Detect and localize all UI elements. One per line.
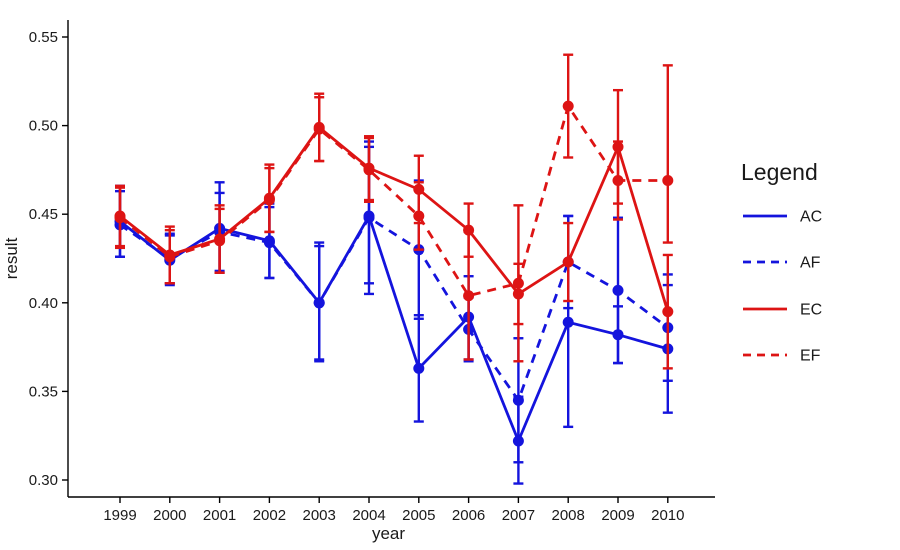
x-axis-title: year xyxy=(372,524,405,543)
y-tick-label: 0.45 xyxy=(29,206,58,223)
data-point xyxy=(512,277,524,289)
x-tick-label: 1999 xyxy=(103,507,136,524)
data-point xyxy=(612,284,624,296)
legend-label: EF xyxy=(800,348,821,365)
series-line-AC xyxy=(119,212,669,445)
x-tick-label: 2008 xyxy=(552,507,585,524)
data-point xyxy=(313,123,325,135)
x-tick-label: 2009 xyxy=(601,507,634,524)
legend-item-ec: EC xyxy=(743,302,822,319)
data-point xyxy=(363,212,375,224)
series-EF xyxy=(114,53,674,363)
x-tick-label: 2003 xyxy=(303,507,336,524)
data-point xyxy=(313,297,325,309)
x-tick-label: 2000 xyxy=(153,507,186,524)
data-point xyxy=(512,394,524,406)
data-point xyxy=(114,212,126,224)
legend-label: AC xyxy=(800,209,822,226)
data-point xyxy=(612,175,624,187)
series-AF xyxy=(114,140,674,464)
x-tick-label: 2002 xyxy=(253,507,286,524)
x-tick-label: 2006 xyxy=(452,507,485,524)
data-point xyxy=(214,235,226,247)
data-point xyxy=(662,306,674,318)
y-tick-label: 0.35 xyxy=(29,383,58,400)
x-tick-label: 2005 xyxy=(402,507,435,524)
data-point xyxy=(562,316,574,328)
legend: Legend AC AF EC EF xyxy=(741,159,822,365)
y-tick-label: 0.55 xyxy=(29,29,58,46)
data-point xyxy=(263,237,275,249)
series-line-AF xyxy=(119,215,669,404)
legend-item-af: AF xyxy=(743,255,821,272)
x-axis: 1999 2000 2001 2002 2003 2004 2005 2006 2007 2008… xyxy=(68,496,715,524)
data-point xyxy=(463,290,475,302)
y-tick-label: 0.50 xyxy=(29,118,58,135)
data-point xyxy=(363,164,375,176)
y-tick-label: 0.30 xyxy=(29,472,58,489)
series-AC xyxy=(114,145,674,485)
x-tick-label: 2001 xyxy=(203,507,236,524)
series-line-EC xyxy=(119,125,670,313)
series-line-EF xyxy=(119,102,668,298)
y-tick-label: 0.40 xyxy=(29,295,58,312)
data-point xyxy=(263,194,275,206)
data-point xyxy=(562,100,574,112)
x-tick-label: 2007 xyxy=(502,507,535,524)
legend-label: AF xyxy=(800,255,821,272)
legend-title: Legend xyxy=(741,159,818,185)
legend-item-ef: EF xyxy=(743,348,821,365)
data-point xyxy=(164,251,176,263)
legend-label: EC xyxy=(800,302,822,319)
data-point xyxy=(413,210,425,222)
y-axis-title: result xyxy=(2,237,21,279)
error-bar xyxy=(662,64,673,244)
error-bars-layer xyxy=(114,53,674,485)
data-point xyxy=(562,256,574,268)
x-tick-label: 2004 xyxy=(352,507,385,524)
legend-item-ac: AC xyxy=(743,209,822,226)
axis-titles: year result xyxy=(2,237,405,543)
data-point xyxy=(413,362,425,374)
x-tick-label: 2010 xyxy=(651,507,684,524)
y-axis: 0.30 0.35 0.40 0.45 0.50 0.55 xyxy=(29,20,69,497)
data-point xyxy=(662,175,674,187)
